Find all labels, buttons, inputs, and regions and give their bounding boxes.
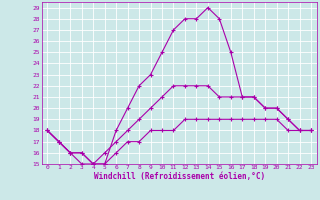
X-axis label: Windchill (Refroidissement éolien,°C): Windchill (Refroidissement éolien,°C) [94,172,265,181]
